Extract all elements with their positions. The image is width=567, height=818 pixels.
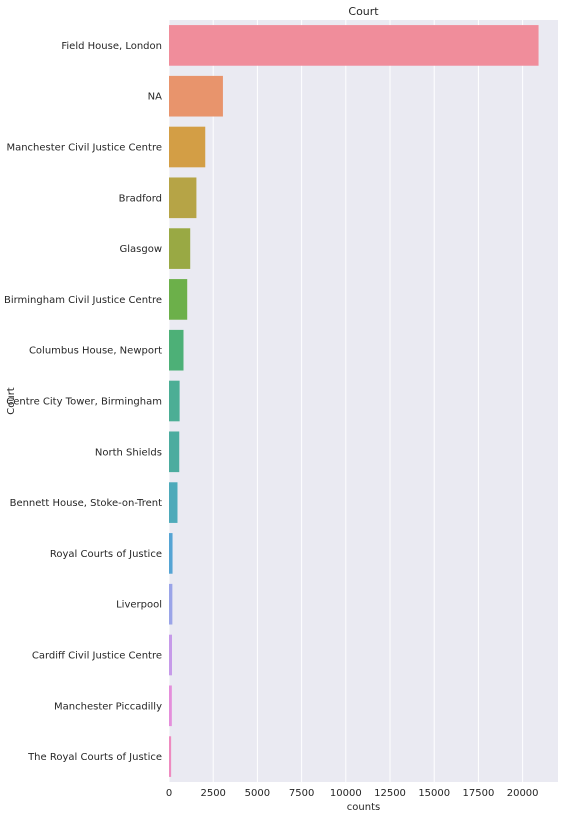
x-tick-label: 15000 (418, 788, 450, 799)
y-axis-title: Court (6, 387, 17, 415)
bar (169, 177, 197, 219)
grid-lines (168, 20, 524, 782)
bar (169, 634, 173, 676)
chart-title: Court (348, 5, 379, 18)
x-axis-title: counts (347, 802, 380, 813)
y-tick-labels: Field House, London NA Manchester Civil Ju… (4, 41, 162, 763)
x-tick-label: 12500 (374, 788, 406, 799)
x-tick-label: 17500 (463, 788, 495, 799)
bar (169, 75, 223, 117)
y-tick-label: Centre City Tower, Birmingham (6, 397, 162, 408)
x-tick-label: 20000 (507, 788, 539, 799)
bar (169, 736, 172, 777)
y-tick-label: Liverpool (116, 600, 162, 611)
bar (169, 228, 191, 269)
bars (169, 25, 539, 777)
plot-background (169, 20, 558, 782)
bar (169, 533, 173, 574)
bar (169, 126, 206, 168)
y-tick-label: NA (148, 92, 162, 103)
bar (169, 25, 539, 66)
y-tick-label: Bradford (119, 193, 162, 204)
x-tick-label: 5000 (245, 788, 270, 799)
bar (169, 583, 173, 625)
bar (169, 685, 172, 727)
x-tick-label: 2500 (200, 788, 225, 799)
x-tick-label: 7500 (289, 788, 314, 799)
y-tick-label: Bennett House, Stoke-on-Trent (10, 498, 162, 509)
x-tick-labels: 0 2500 5000 7500 10000 12500 15000 17500 20000 (166, 788, 539, 799)
y-tick-label: Birmingham Civil Justice Centre (4, 295, 162, 306)
y-tick-label: Columbus House, Newport (29, 346, 162, 357)
bar (169, 482, 178, 523)
y-tick-label: Manchester Civil Justice Centre (6, 143, 162, 154)
bar (169, 380, 180, 422)
bar (169, 431, 180, 473)
bar (169, 279, 188, 320)
y-tick-label: North Shields (95, 447, 162, 458)
x-tick-label: 10000 (330, 788, 362, 799)
bar (169, 329, 184, 371)
y-tick-label: Field House, London (61, 41, 162, 52)
y-tick-label: Cardiff Civil Justice Centre (32, 651, 162, 662)
y-tick-label: Glasgow (119, 244, 162, 255)
y-tick-label: The Royal Courts of Justice (27, 752, 162, 763)
y-tick-label: Manchester Piccadilly (54, 701, 162, 712)
x-tick-label: 0 (166, 788, 172, 799)
y-tick-label: Royal Courts of Justice (50, 549, 162, 560)
